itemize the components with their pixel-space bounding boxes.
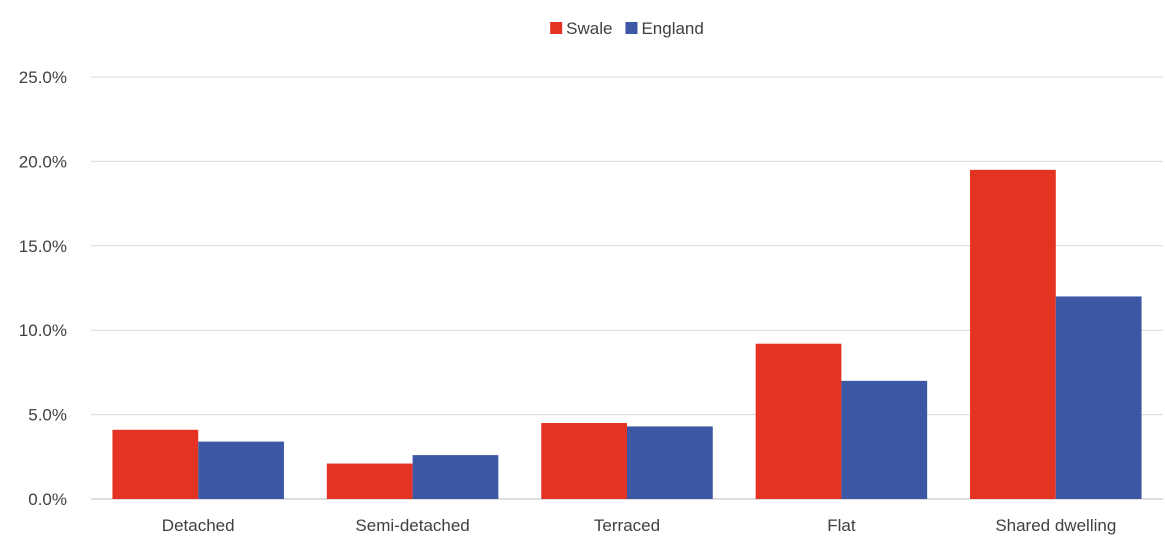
y-tick-label: 5.0%: [28, 406, 67, 425]
bar-swale-flat: [755, 343, 842, 499]
x-tick-label: Detached: [162, 516, 235, 535]
bar-swale-semi-detached: [326, 463, 413, 499]
legend-label-england: England: [641, 19, 703, 38]
bar-england-semi-detached: [412, 455, 499, 499]
bar-england-detached: [198, 441, 284, 499]
bar-england-flat: [841, 380, 928, 499]
bars: [112, 169, 1142, 499]
y-tick-label: 0.0%: [28, 490, 67, 509]
y-tick-label: 15.0%: [19, 237, 67, 256]
legend-label-swale: Swale: [566, 19, 612, 38]
legend-swatch-swale: [550, 22, 563, 34]
y-tick-label: 25.0%: [19, 68, 67, 87]
x-tick-label: Terraced: [594, 516, 660, 535]
bar-england-shared-dwelling: [1055, 296, 1142, 499]
x-tick-label: Semi-detached: [355, 516, 469, 535]
bar-swale-shared-dwelling: [970, 169, 1056, 499]
legend-swatch-england: [625, 22, 638, 34]
y-axis: 0.0% 5.0% 10.0% 15.0% 20.0% 25.0%: [19, 68, 67, 509]
x-axis: Detached Semi-detached Terraced Flat Shared …: [162, 516, 1116, 535]
legend: Swale England: [550, 19, 704, 38]
y-tick-label: 10.0%: [19, 321, 67, 340]
x-tick-label: Shared dwelling: [995, 516, 1116, 535]
bar-swale-detached: [112, 429, 199, 499]
y-tick-label: 20.0%: [19, 152, 67, 171]
bar-swale-terraced: [541, 423, 627, 499]
x-tick-label: Flat: [827, 516, 856, 535]
bar-england-terraced: [627, 426, 713, 499]
